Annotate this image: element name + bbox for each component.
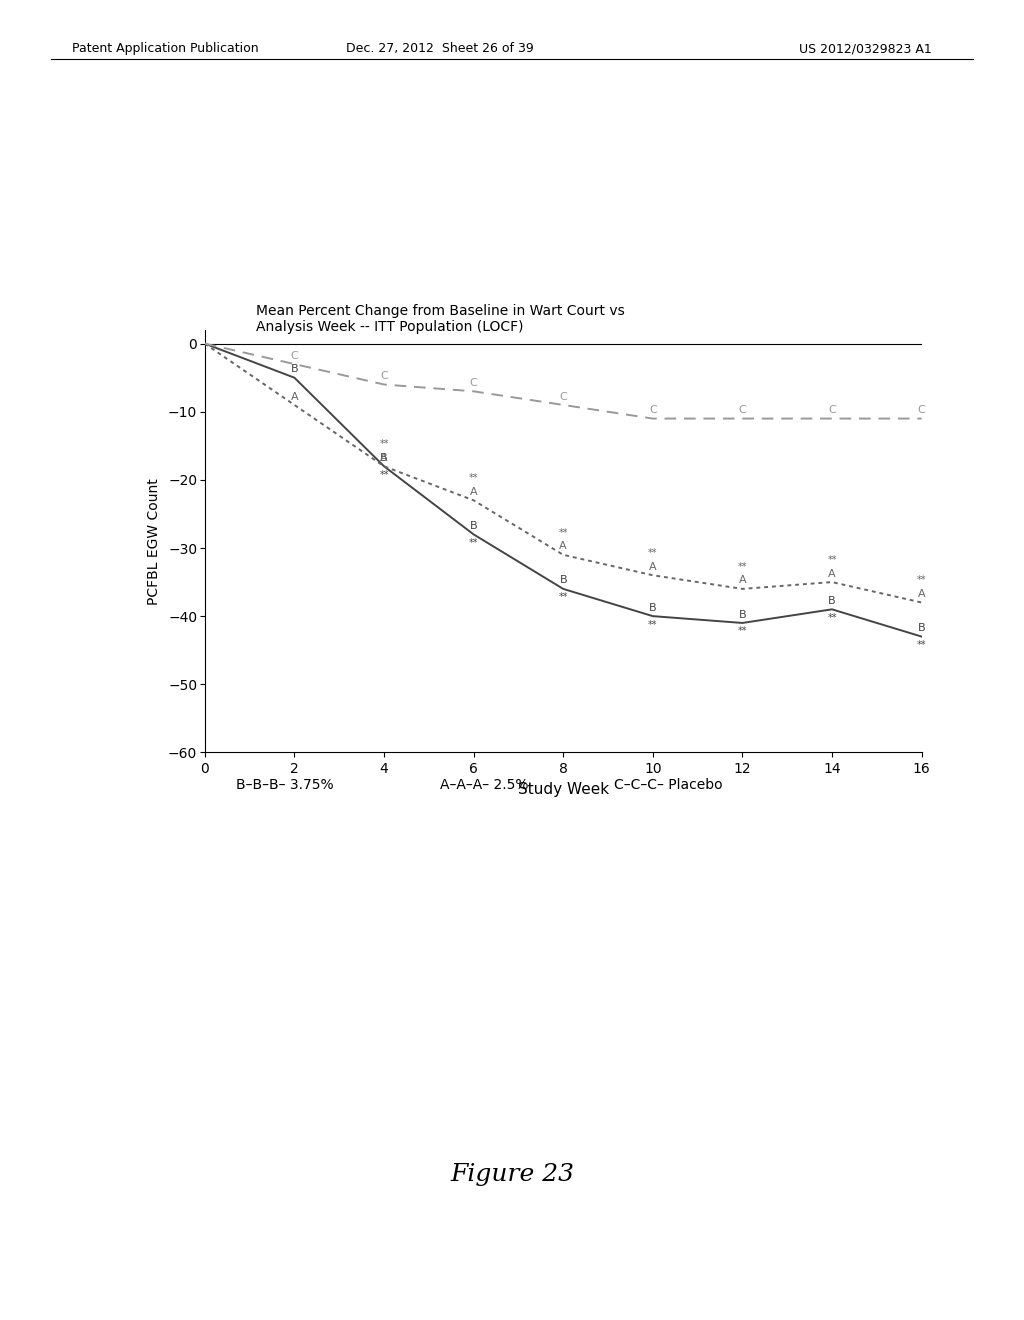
Text: C: C [828,405,836,416]
Text: C: C [470,378,477,388]
Text: **: ** [916,640,927,649]
Text: **: ** [469,474,478,483]
Text: A–A–A– 2.5%: A–A–A– 2.5% [440,779,528,792]
Text: B: B [380,453,388,463]
Text: C: C [738,405,746,416]
Text: B: B [559,576,567,586]
Text: Dec. 27, 2012  Sheet 26 of 39: Dec. 27, 2012 Sheet 26 of 39 [346,42,535,55]
Text: **: ** [648,548,657,558]
Text: A: A [828,569,836,578]
Text: C: C [649,405,656,416]
Text: **: ** [648,619,657,630]
Text: B: B [918,623,926,634]
Text: **: ** [558,593,568,602]
Text: A: A [559,541,567,552]
Text: Mean Percent Change from Baseline in Wart Court vs
Analysis Week -- ITT Populati: Mean Percent Change from Baseline in War… [256,304,625,334]
Text: C: C [559,392,567,401]
Text: **: ** [916,576,927,586]
Text: C: C [291,351,298,360]
Text: A: A [380,453,388,463]
Text: C: C [918,405,926,416]
X-axis label: Study Week: Study Week [518,781,608,797]
Text: C: C [380,371,388,381]
Text: **: ** [558,528,568,537]
Text: B: B [828,595,836,606]
Text: B: B [738,610,746,619]
Text: B: B [649,603,656,612]
Text: Patent Application Publication: Patent Application Publication [72,42,258,55]
Text: **: ** [737,562,748,572]
Text: B: B [470,521,477,531]
Text: **: ** [469,537,478,548]
Text: B: B [291,364,298,375]
Text: A: A [738,576,746,586]
Text: C–C–C– Placebo: C–C–C– Placebo [614,779,723,792]
Text: Figure 23: Figure 23 [450,1163,574,1187]
Text: A: A [291,392,298,401]
Text: **: ** [827,554,837,565]
Text: A: A [649,562,656,572]
Text: **: ** [827,612,837,623]
Text: A: A [918,589,926,599]
Text: B–B–B– 3.75%: B–B–B– 3.75% [236,779,333,792]
Text: A: A [470,487,477,496]
Text: **: ** [737,627,748,636]
Y-axis label: PCFBL EGW Count: PCFBL EGW Count [147,478,161,605]
Text: US 2012/0329823 A1: US 2012/0329823 A1 [799,42,932,55]
Text: **: ** [379,440,389,449]
Text: **: ** [379,470,389,479]
